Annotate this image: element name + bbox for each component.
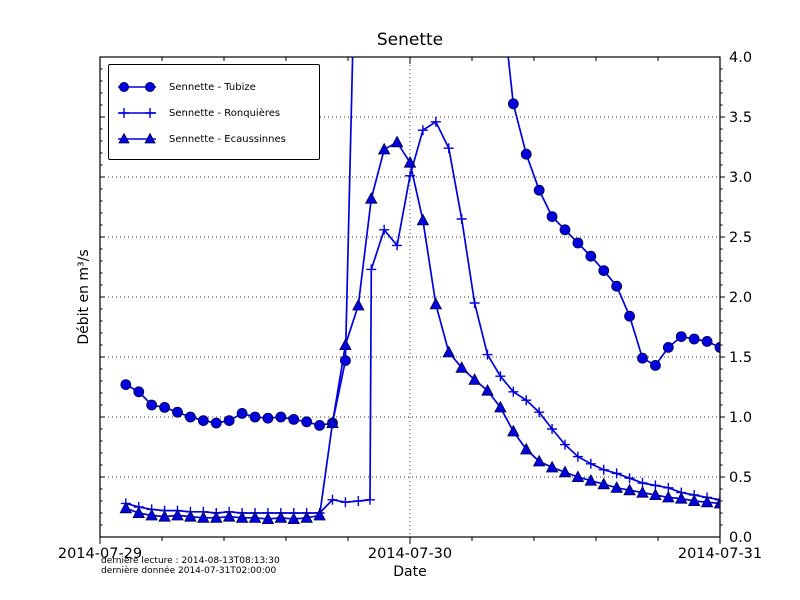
series-triangle	[119, 135, 720, 524]
y-tick-label: 4.0	[729, 50, 752, 66]
legend: Sennette - Tubize Sennette - Ronquières …	[108, 64, 320, 160]
legend-label-tubize: Sennette - Tubize	[169, 81, 256, 93]
y-tick-label: 3.5	[729, 110, 752, 126]
series-plus	[120, 116, 720, 518]
x-axis-label: Date	[393, 564, 427, 580]
legend-item-ronquieres: Sennette - Ronquières	[115, 100, 313, 126]
legend-label-ronquieres: Sennette - Ronquières	[169, 107, 281, 119]
y-tick-label: 0.5	[729, 470, 752, 486]
y-tick-label: 2.5	[729, 230, 752, 246]
plot-border	[99, 56, 721, 538]
y-tick-label: 3.0	[729, 170, 752, 186]
last-reading-note: dernière lecture : 2014-08-13T08:13:30	[101, 556, 280, 566]
x-tick-label: 2014-07-29	[58, 546, 142, 562]
last-data-note: dernière donnée 2014-07-31T02:00:00	[101, 565, 277, 576]
legend-label-ecaussinnes: Sennette - Ecaussinnes	[169, 133, 286, 145]
plus-marker-icon	[118, 108, 156, 118]
y-tick-label: 1.5	[729, 350, 752, 366]
legend-item-tubize: Sennette - Tubize	[115, 74, 313, 100]
chart-title: Senette	[376, 30, 444, 50]
legend-item-ecaussinnes: Sennette - Ecaussinnes	[115, 126, 313, 152]
y-axis-label: Débit en m³/s	[76, 249, 92, 345]
y-tick-label: 1.0	[729, 410, 752, 426]
footer-notes: dernière lecture : 2014-08-13T08:13:30 d…	[101, 556, 280, 576]
triangle-marker-icon	[118, 132, 156, 144]
y-tick-label: 2.0	[729, 290, 752, 306]
circle-marker-icon	[118, 82, 156, 92]
tick-labels: 2014-07-29 2014-07-30 2014-07-310.0 0.5 1.0 1…	[58, 50, 762, 562]
x-tick-label: 2014-07-31	[678, 546, 762, 562]
y-tick-label: 0.0	[729, 530, 752, 546]
x-tick-label: 2014-07-30	[368, 546, 452, 562]
